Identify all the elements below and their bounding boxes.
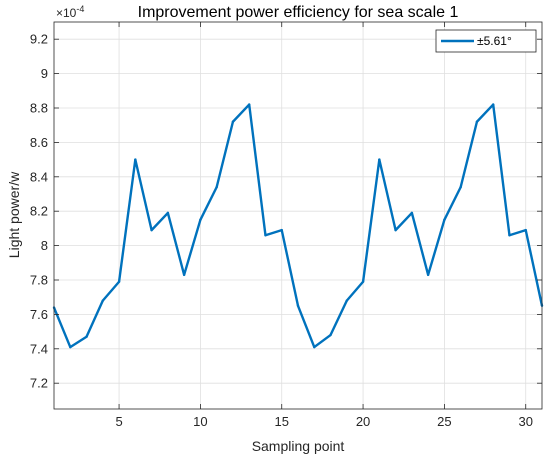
data-point [85,335,88,338]
y-tick-label: 8.4 [30,169,48,184]
data-point [410,211,414,215]
data-point [166,211,170,215]
x-tick-labels: 5 10 15 20 25 30 [115,414,533,429]
data-point [475,120,479,123]
chart-title: Improvement power efficiency for sea sca… [138,4,459,21]
x-tick-label: 15 [274,414,288,429]
legend-entry-label: ±5.61° [477,34,512,48]
x-tick-label: 20 [356,414,370,429]
x-tick-label: 5 [115,414,122,429]
data-point [199,218,202,221]
data-point [134,158,137,161]
data-point [426,273,430,277]
data-point [329,333,332,337]
data-point [231,120,235,123]
legend: ±5.61° [435,29,537,53]
data-point [280,228,283,232]
x-axis-label: Sampling point [252,438,345,454]
y-tick-label: 8.2 [30,204,48,219]
y-tick-label: 7.4 [30,341,48,356]
data-point [459,185,462,189]
plot-frame [53,21,543,410]
data-point [313,345,316,349]
data-point [443,218,446,221]
data-point [524,228,527,232]
data-point [182,273,186,277]
data-point [296,304,300,307]
data-point [378,158,381,161]
data-point [345,299,348,302]
x-tick-label: 10 [193,414,207,429]
y-tick-label: 9.2 [30,32,48,47]
data-point [361,280,365,283]
y-axis-label: Light power/w [6,171,22,258]
legend-box [435,29,537,53]
data-point [508,234,511,237]
data-point [264,234,267,237]
y-tick-label: 7.2 [30,376,48,391]
y-tick-label: 7.6 [30,307,48,322]
plot-area [54,22,542,409]
y-tick-label: 7.8 [30,273,48,288]
y-exponent-label: ×10-4 [56,4,84,20]
data-point [150,228,153,232]
y-tick-label: 9 [41,66,48,81]
y-tick-label: 8.6 [30,135,48,150]
data-point [248,103,251,106]
data-point [215,185,218,189]
data-point [101,299,105,302]
series-layer [52,103,544,349]
x-tick-label: 25 [437,414,451,429]
y-tick-label: 8 [41,238,48,253]
data-point [394,228,397,232]
data-point [69,345,72,349]
y-tick-label: 8.8 [30,101,48,116]
tick-marks [54,22,542,409]
y-tick-labels: 7.2 7.4 7.6 7.8 8 8.2 8.4 8.6 8.8 9 9.2 [30,32,48,391]
data-point [117,280,121,283]
data-point [492,103,495,106]
x-tick-label: 30 [518,414,532,429]
